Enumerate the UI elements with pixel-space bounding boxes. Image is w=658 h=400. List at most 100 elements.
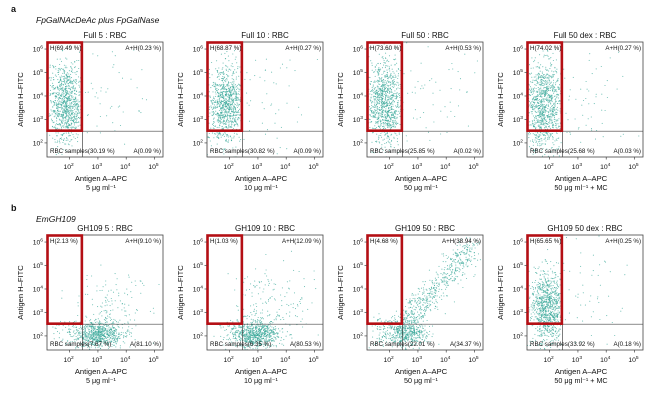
data-point [70, 86, 72, 88]
data-point [541, 155, 544, 157]
data-point [236, 106, 239, 109]
data-point [236, 102, 238, 104]
data-point [594, 138, 597, 140]
data-point [105, 337, 108, 340]
data-point [233, 73, 235, 75]
data-point [543, 92, 545, 94]
data-point [541, 91, 543, 93]
data-point [378, 112, 380, 114]
data-point [237, 66, 239, 68]
data-point [531, 124, 533, 126]
data-point [219, 112, 222, 114]
data-point [233, 88, 235, 90]
data-point [68, 134, 70, 136]
data-point [52, 148, 55, 150]
data-point [107, 341, 109, 343]
x-axis-label: Antigen A–APC [395, 174, 448, 183]
data-point [55, 75, 57, 77]
data-point [390, 97, 392, 99]
data-point [53, 116, 55, 118]
data-point [49, 134, 51, 136]
data-point [535, 99, 537, 101]
data-point [222, 86, 224, 88]
data-point [375, 113, 377, 116]
data-point [554, 49, 556, 51]
data-point [113, 333, 115, 335]
data-point [536, 111, 538, 114]
data-point [93, 331, 95, 333]
data-point [393, 72, 395, 74]
data-point [213, 84, 215, 86]
data-point [59, 78, 61, 80]
data-point [227, 136, 229, 138]
data-point [553, 88, 555, 90]
data-point [529, 88, 531, 90]
data-point [532, 115, 534, 117]
data-point [537, 120, 539, 122]
data-point [534, 123, 536, 125]
data-point [210, 107, 212, 109]
data-point [70, 105, 72, 107]
data-point [382, 122, 384, 125]
data-point [79, 91, 81, 93]
data-point [54, 141, 56, 143]
data-point [377, 118, 379, 120]
data-point [78, 116, 80, 119]
data-point [542, 116, 544, 118]
data-point [379, 96, 381, 98]
data-point [420, 88, 422, 90]
data-point [557, 126, 560, 128]
data-point [131, 281, 133, 283]
data-point [220, 113, 222, 115]
data-point [234, 83, 236, 86]
data-point [238, 84, 240, 86]
data-point [386, 132, 389, 134]
data-point [545, 106, 547, 109]
data-point [63, 64, 65, 66]
data-point [68, 132, 70, 135]
data-point [215, 133, 217, 135]
data-point [87, 333, 89, 335]
data-point [67, 120, 69, 123]
data-point [117, 339, 119, 341]
data-point [229, 107, 231, 109]
data-point [82, 328, 85, 330]
data-point [396, 92, 398, 94]
data-point [228, 111, 230, 113]
data-point [235, 110, 237, 112]
data-point [383, 124, 385, 126]
data-point [543, 121, 545, 123]
data-point [73, 99, 75, 101]
data-point [105, 280, 107, 282]
data-point [102, 286, 104, 288]
data-point [64, 88, 66, 90]
data-point [222, 113, 224, 116]
data-point [100, 87, 102, 89]
data-point [534, 106, 537, 108]
data-point [382, 56, 384, 58]
data-point [383, 102, 385, 104]
data-point [85, 335, 87, 337]
data-point [86, 332, 88, 334]
data-point [374, 98, 376, 100]
data-point [388, 68, 390, 70]
data-point [109, 327, 111, 329]
data-point [543, 83, 545, 85]
data-point [388, 61, 390, 63]
data-point [537, 62, 539, 64]
data-point [218, 98, 220, 100]
data-point [71, 98, 73, 100]
data-point [124, 303, 126, 305]
data-point [385, 86, 387, 89]
data-point [549, 110, 551, 112]
data-point [63, 78, 65, 80]
data-point [211, 108, 214, 110]
data-point [112, 334, 114, 336]
data-point [391, 86, 393, 88]
data-point [107, 339, 109, 341]
x-tick-label: 105 [148, 162, 159, 171]
data-point [555, 59, 557, 61]
data-point [384, 83, 386, 85]
data-point [58, 324, 60, 327]
data-point [601, 109, 603, 111]
